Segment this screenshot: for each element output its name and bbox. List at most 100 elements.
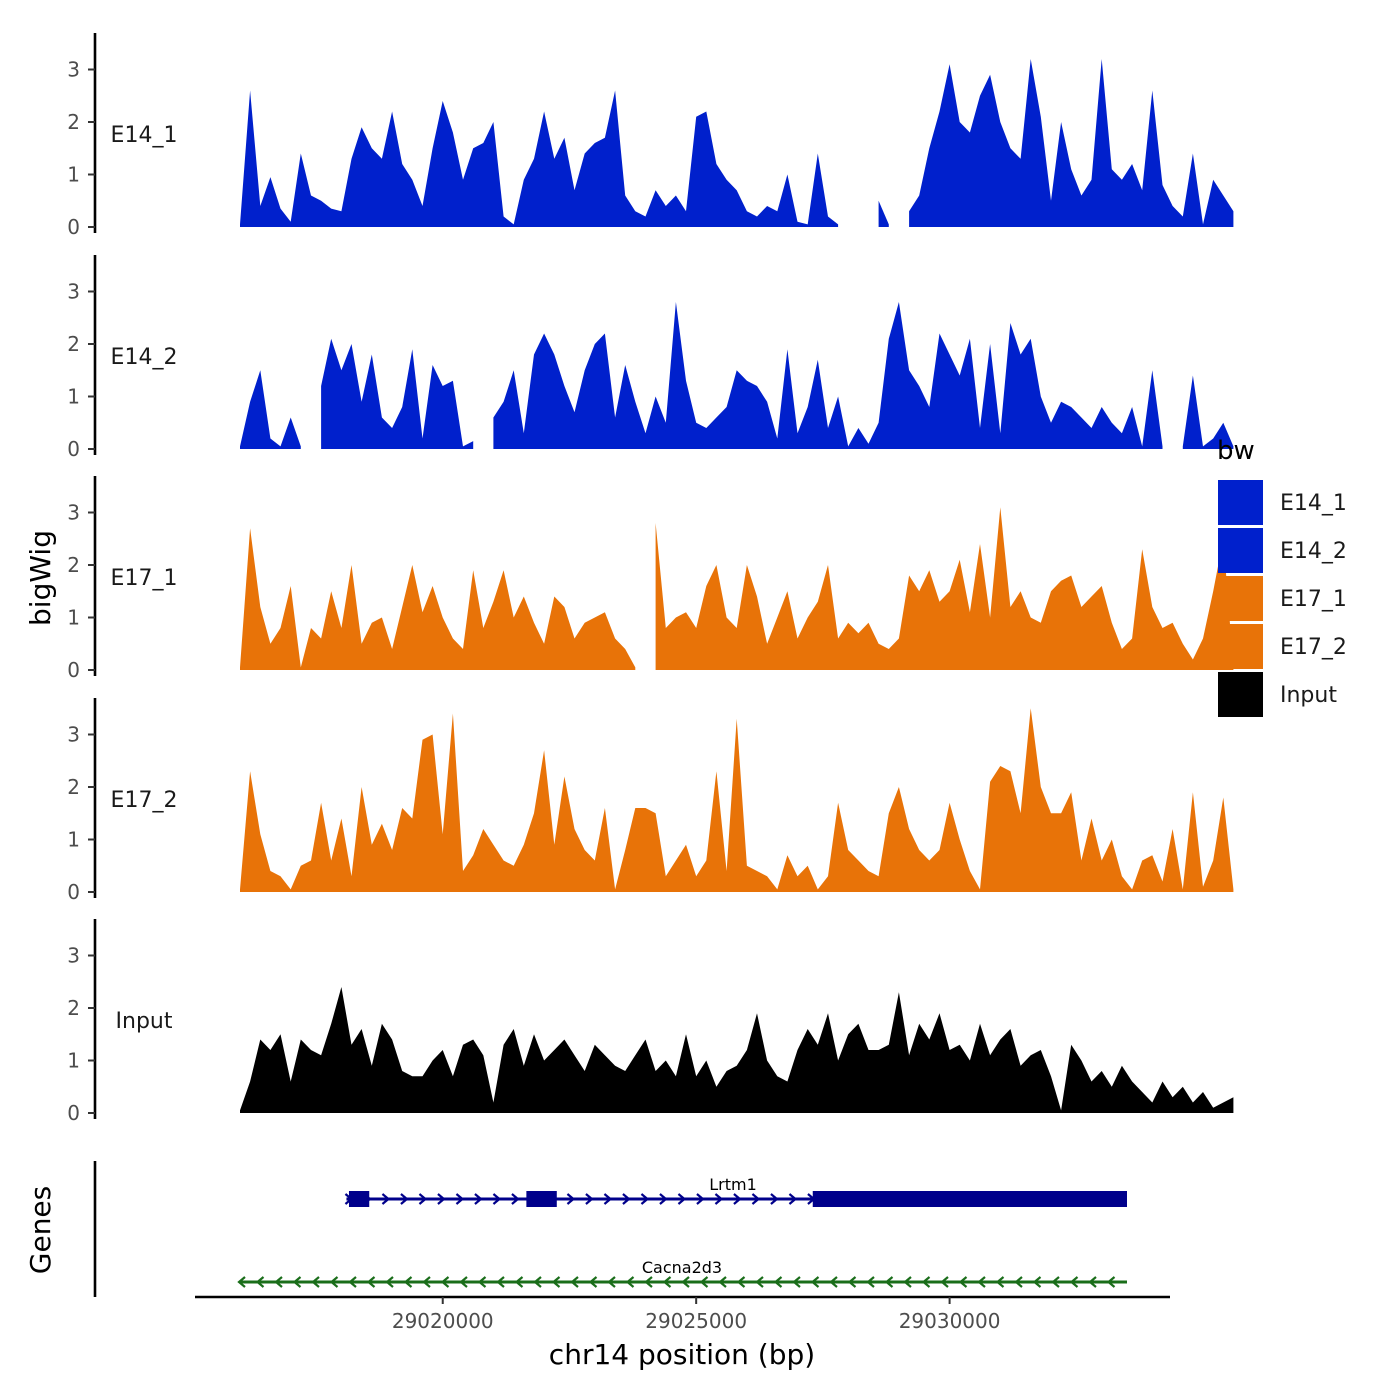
track-label: E17_2: [111, 788, 178, 813]
gene-lrtm1: Lrtm1: [344, 1175, 1127, 1207]
strand-arrow: [662, 1276, 672, 1288]
x-tick-label: 29020000: [392, 1309, 494, 1333]
strand-arrow: [770, 1193, 779, 1205]
y-tick-label: 1: [67, 385, 80, 409]
strand-arrow: [381, 1193, 391, 1205]
track-label: E14_1: [111, 123, 178, 148]
y-tick-label: 0: [67, 880, 80, 904]
strand-arrow: [514, 1276, 524, 1288]
legend-swatch: [1218, 672, 1263, 717]
legend-swatch: [1218, 528, 1263, 573]
track-e17-1: 0 1 2 3 E17_1: [67, 476, 1234, 682]
y-tick-label: 1: [67, 606, 80, 630]
strand-arrow: [958, 1276, 968, 1288]
area-e14-2: [321, 338, 474, 449]
strand-arrow: [422, 1276, 431, 1288]
strand-arrow: [1069, 1276, 1079, 1288]
legend-label: E17_2: [1280, 635, 1347, 660]
strand-arrow: [696, 1193, 705, 1205]
track-e17-2: 0 1 2 3 E17_2: [67, 698, 1234, 904]
y-tick-label: 0: [67, 215, 80, 239]
strand-arrow: [699, 1276, 709, 1288]
track-label: E14_2: [111, 345, 178, 370]
track-e14-2: 0 1 2 3 E14_2: [67, 255, 1234, 461]
legend-title: bw: [1217, 436, 1255, 466]
y-tick-label: 3: [67, 944, 80, 968]
strand-arrow: [588, 1276, 598, 1288]
exon: [812, 1191, 1127, 1207]
legend-label: E14_1: [1280, 491, 1347, 516]
legend-item-e14-1: E14_1: [1218, 480, 1347, 525]
track-e14-1: 0 1 2 3 E14_1: [67, 33, 1234, 239]
y-tick-label: 0: [67, 658, 80, 682]
strand-arrow: [644, 1276, 653, 1288]
x-axis: 29020000 29025000 29030000: [195, 1295, 1170, 1333]
strand-arrow: [418, 1193, 428, 1205]
strand-arrow: [533, 1276, 542, 1288]
strand-arrow: [551, 1276, 561, 1288]
y-tick-label: 3: [67, 58, 80, 82]
legend-item-e14-2: E14_2: [1218, 528, 1347, 573]
y-tick-label: 0: [67, 1101, 80, 1125]
strand-arrow: [607, 1276, 616, 1288]
strand-arrow: [1014, 1276, 1023, 1288]
area-e14-1: [878, 200, 889, 227]
gene-cacna2d3: Cacna2d3: [237, 1258, 1127, 1288]
y-axis-title: bigWig: [24, 530, 57, 626]
strand-arrow: [570, 1276, 579, 1288]
track-input: 0 1 2 3 Input: [67, 919, 1234, 1125]
legend-label: E17_1: [1280, 587, 1347, 612]
exon: [348, 1191, 370, 1207]
legend-swatch: [1218, 576, 1263, 621]
strand-arrow: [718, 1276, 727, 1288]
strand-arrow: [755, 1276, 764, 1288]
y-tick-label: 2: [67, 775, 80, 799]
strand-arrow: [788, 1193, 798, 1205]
strand-arrow: [366, 1276, 376, 1288]
area-e17-1: [240, 528, 636, 670]
strand-arrow: [237, 1276, 246, 1288]
strand-arrow: [977, 1276, 986, 1288]
y-tick-label: 3: [67, 280, 80, 304]
area-e14-1: [240, 90, 839, 227]
x-axis-title: chr14 position (bp): [549, 1338, 815, 1371]
area-e14-1: [909, 59, 1234, 227]
strand-arrow: [681, 1276, 690, 1288]
strand-arrow: [810, 1276, 820, 1288]
signal-tracks: 0 1 2 3 E14_1 0 1 2 3 E14_2 0 1 2 3 E17_1 0 1 2 3 E17_2 0 1 2 3…: [67, 33, 1234, 1125]
track-label: Input: [116, 1009, 173, 1034]
strand-arrow: [566, 1193, 576, 1205]
strand-arrow: [640, 1193, 650, 1205]
genes-axis-title: Genes: [24, 1186, 57, 1274]
gene-name-label: Cacna2d3: [642, 1258, 722, 1277]
strand-arrow: [496, 1276, 505, 1288]
strand-arrow: [773, 1276, 783, 1288]
strand-arrow: [292, 1276, 302, 1288]
strand-arrow: [440, 1276, 450, 1288]
genes-panel: Lrtm1 Cacna2d3: [93, 1161, 1127, 1297]
x-tick-label: 29030000: [899, 1309, 1001, 1333]
legend-swatch: [1218, 480, 1263, 525]
strand-arrow: [274, 1276, 283, 1288]
area-e17-1: [655, 507, 1234, 670]
strand-arrow: [1106, 1276, 1116, 1288]
strand-arrow: [884, 1276, 894, 1288]
x-tick-label: 29025000: [645, 1309, 747, 1333]
legend-item-input: Input: [1218, 672, 1337, 717]
strand-arrow: [659, 1193, 668, 1205]
legend: bw E14_1 E14_2 E17_1 E17_2 Input: [1217, 436, 1347, 717]
strand-arrow: [329, 1276, 339, 1288]
strand-arrow: [751, 1193, 761, 1205]
legend-label: Input: [1280, 683, 1337, 708]
strand-arrow: [733, 1193, 742, 1205]
area-e14-2: [240, 370, 301, 449]
strand-arrow: [385, 1276, 394, 1288]
strand-arrow: [625, 1276, 635, 1288]
strand-arrow: [511, 1193, 520, 1205]
y-tick-label: 0: [67, 437, 80, 461]
strand-arrow: [847, 1276, 857, 1288]
y-tick-label: 1: [67, 828, 80, 852]
area-e14-2: [493, 302, 1163, 449]
y-tick-label: 1: [67, 1049, 80, 1073]
legend-label: E14_2: [1280, 539, 1347, 564]
